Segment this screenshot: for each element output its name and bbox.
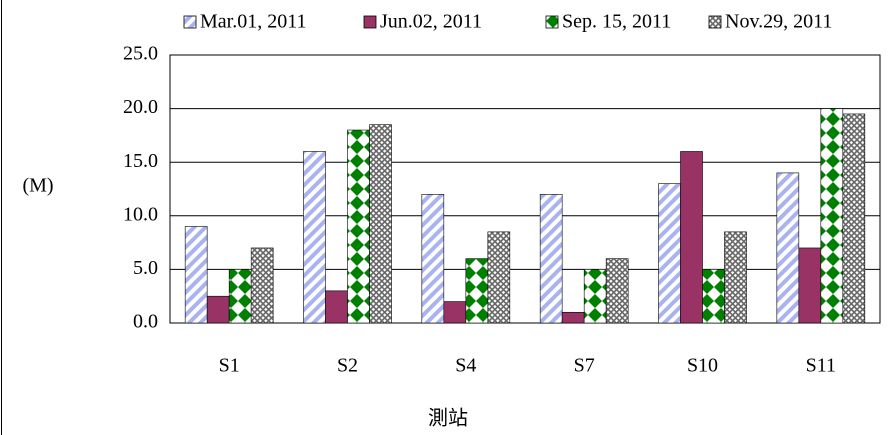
bar <box>605 258 629 324</box>
bar <box>228 269 252 324</box>
y-tick-label: 10.0 <box>123 203 158 225</box>
bar <box>443 301 467 324</box>
legend-label: Nov.29, 2011 <box>725 11 832 33</box>
legend-swatch <box>363 15 377 29</box>
bar <box>776 172 800 324</box>
y-axis-label: (M) <box>22 175 53 197</box>
y-tick-label: 20.0 <box>123 96 158 118</box>
x-tick-label: S4 <box>455 355 476 377</box>
y-tick-label: 0.0 <box>133 311 158 333</box>
x-tick-label: S10 <box>687 355 718 377</box>
x-tick-label: S1 <box>219 355 240 377</box>
x-tick-label: S11 <box>806 355 836 377</box>
y-tick-label: 5.0 <box>133 257 158 279</box>
bar <box>561 311 585 324</box>
bar <box>487 231 511 324</box>
legend-label: Sep. 15, 2011 <box>562 11 671 33</box>
bar <box>798 247 822 324</box>
legend-label: Mar.01, 2011 <box>200 11 306 33</box>
bar <box>421 194 445 324</box>
bar <box>465 258 489 324</box>
bar <box>539 194 563 324</box>
bar <box>702 269 725 324</box>
x-tick-label: S7 <box>574 355 595 377</box>
bar <box>369 124 392 324</box>
x-tick-label: S2 <box>337 355 358 377</box>
bar <box>250 247 274 324</box>
x-axis-label: 測站 <box>428 407 468 430</box>
plot-area <box>169 54 881 324</box>
bar <box>184 226 208 324</box>
bar <box>680 151 703 324</box>
bar <box>206 295 230 324</box>
bar <box>303 151 326 324</box>
bar <box>325 290 348 324</box>
bar <box>347 129 370 324</box>
bar <box>820 108 844 324</box>
bar <box>658 183 681 324</box>
legend-swatch <box>708 15 722 29</box>
bar <box>842 113 866 324</box>
y-tick-label: 25.0 <box>123 43 158 65</box>
legend-label: Jun.02, 2011 <box>380 11 482 33</box>
y-tick-label: 15.0 <box>123 150 158 172</box>
legend-swatch <box>545 15 559 29</box>
bar <box>724 231 747 324</box>
legend-swatch <box>183 15 197 29</box>
bar <box>583 269 607 324</box>
